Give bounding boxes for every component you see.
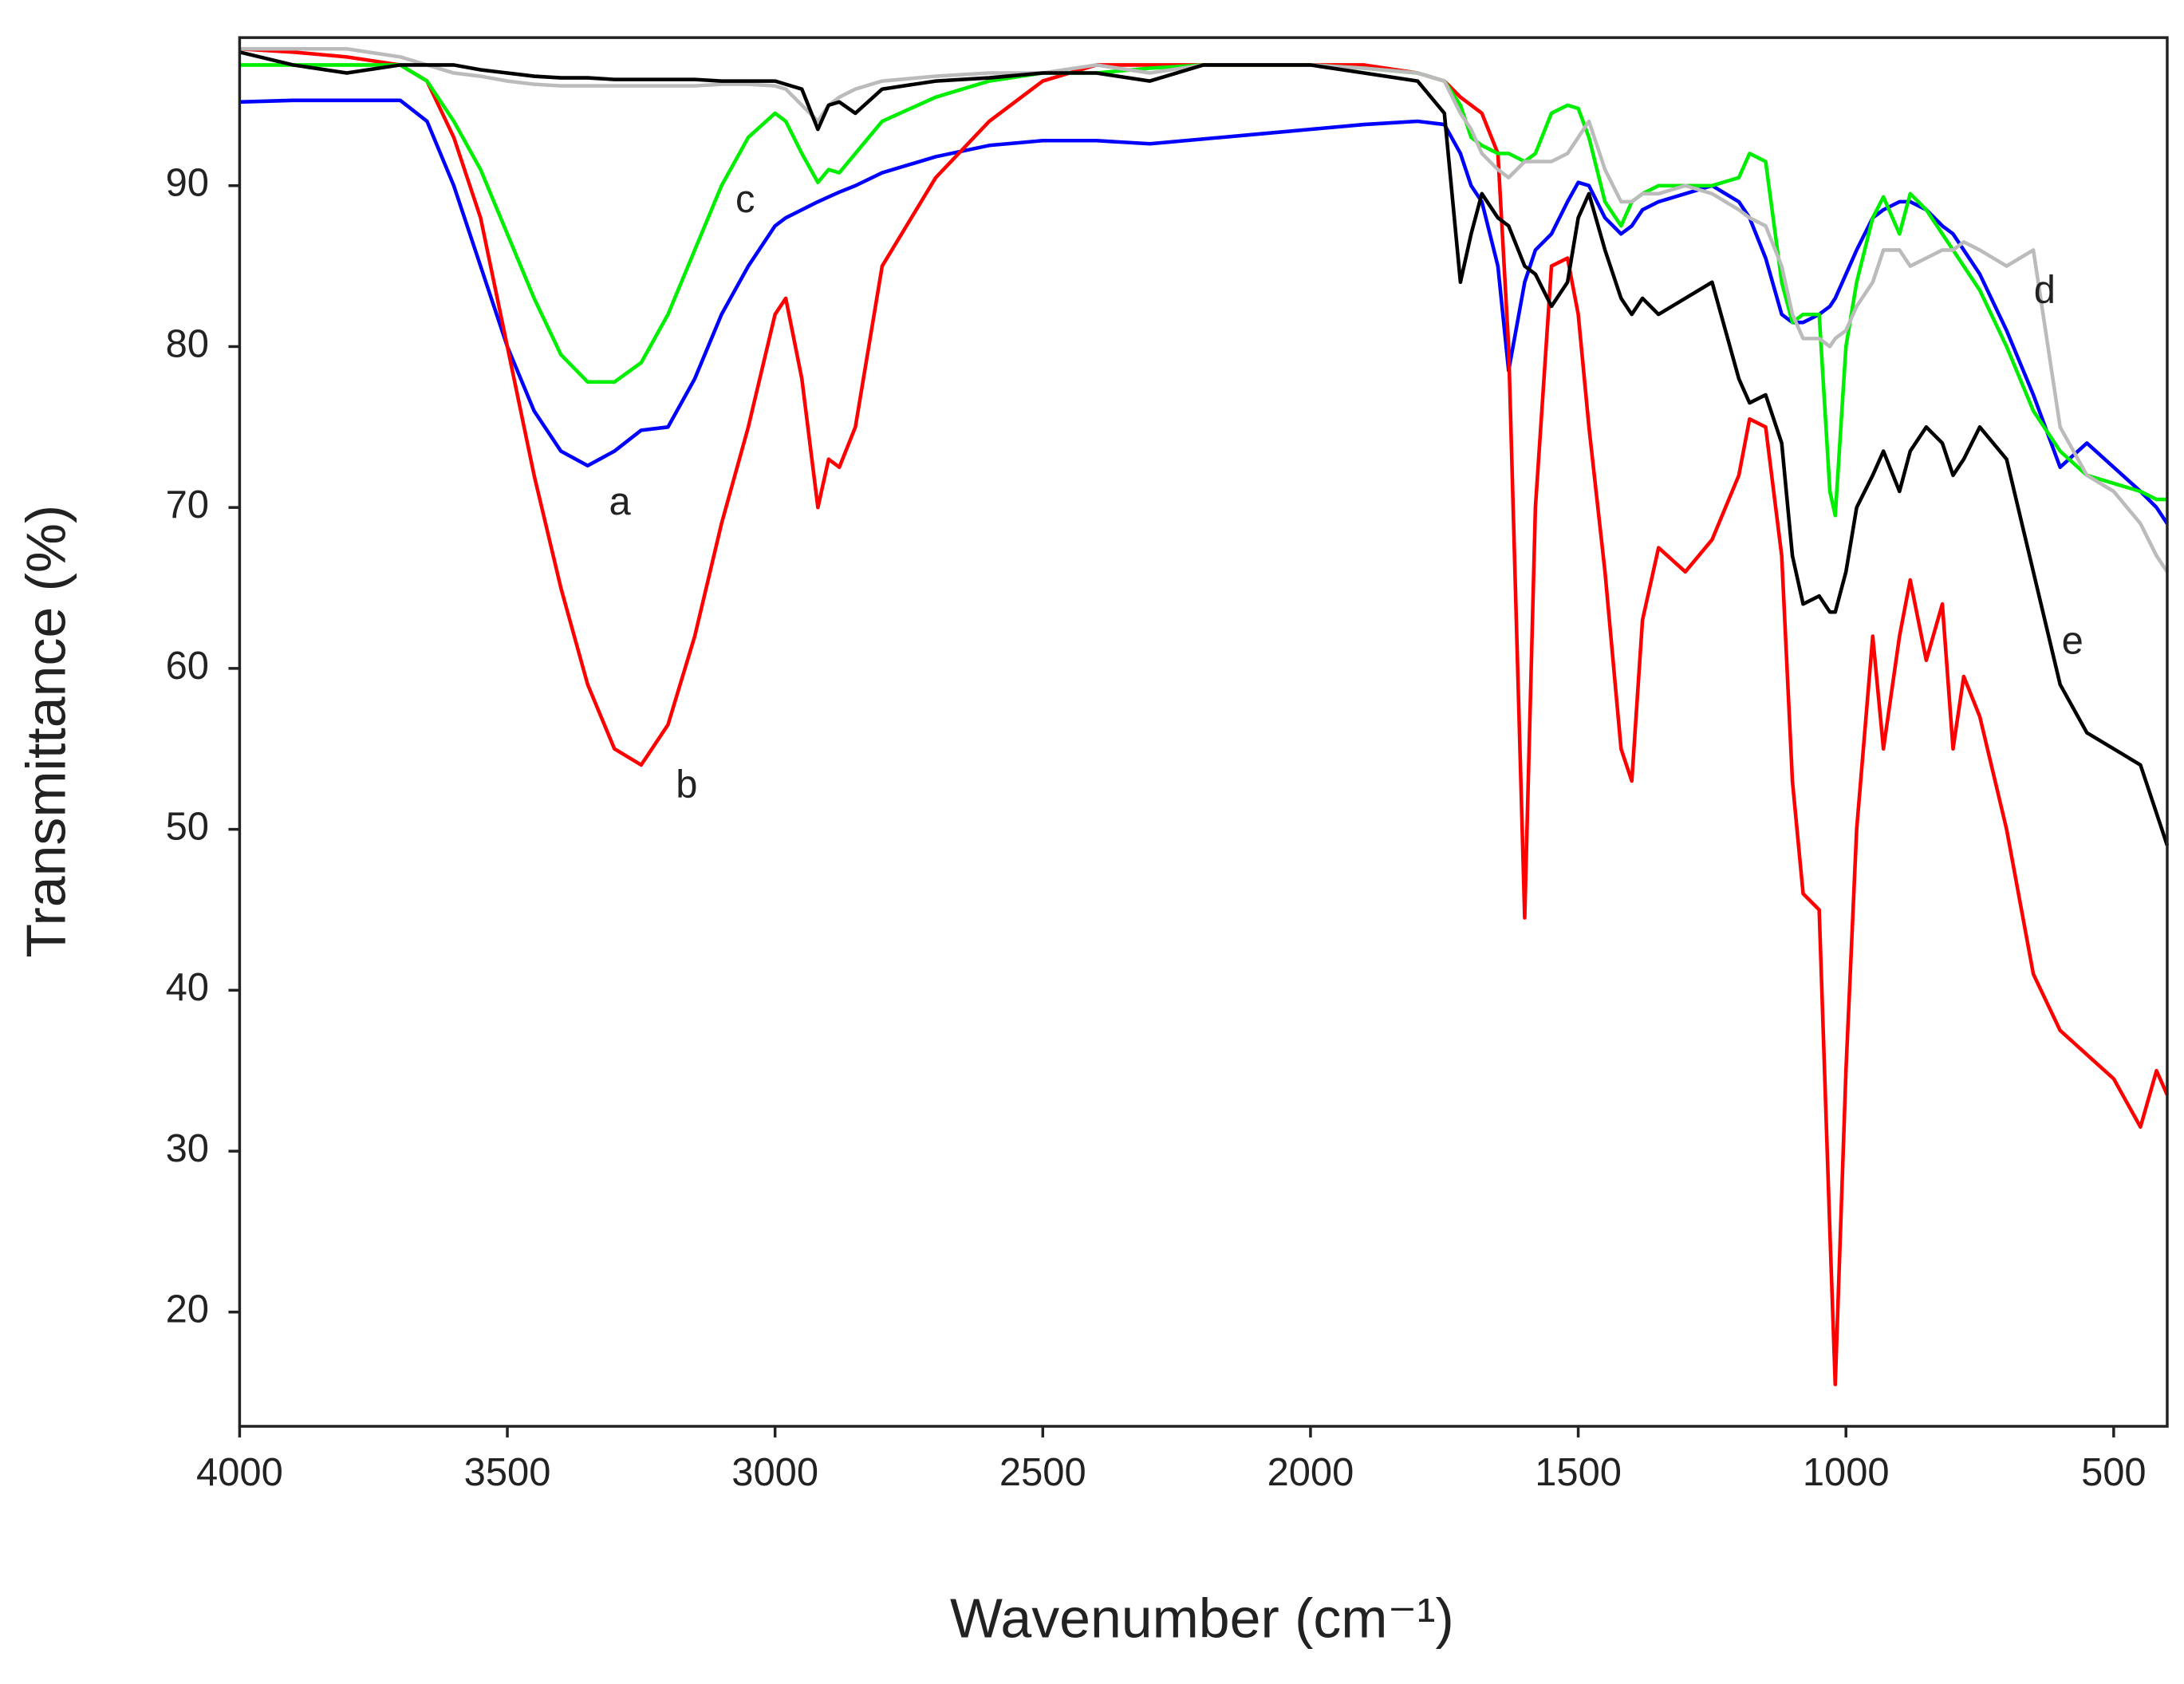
x-tick-label: 2500 [999,1451,1086,1494]
y-tick-label: 50 [166,806,209,849]
series-label: a [609,480,631,523]
y-tick-label: 30 [166,1127,209,1170]
y-tick-label: 80 [166,322,209,365]
y-tick-label: 40 [166,966,209,1009]
y-tick-label: 20 [166,1288,209,1331]
x-tick-label: 3000 [731,1451,818,1494]
x-tick-label: 3500 [464,1451,551,1494]
x-tick-label: 2000 [1267,1451,1354,1494]
y-axis-title: Transmittance (%) [14,505,77,958]
x-tick-label: 1000 [1803,1451,1890,1494]
series-line [239,98,2169,525]
y-tick-label: 70 [166,483,209,526]
series-line [239,50,2170,846]
y-tick-label: 60 [166,645,209,688]
series-label: b [676,763,697,806]
x-axis-title: Wavenumber (cm⁻¹) [950,1587,1454,1650]
series-label: e [2062,620,2083,663]
plot-frame [238,36,2169,1428]
series-label: c [735,178,755,221]
x-tick-label: 4000 [196,1451,283,1494]
y-tick-label: 90 [166,162,209,205]
x-tick-label: 500 [2081,1451,2147,1494]
series-line [239,47,2170,1386]
series-label: d [2034,269,2056,312]
x-tick-label: 1500 [1535,1451,1622,1494]
series-line [239,46,2169,574]
series-line [239,63,2167,518]
